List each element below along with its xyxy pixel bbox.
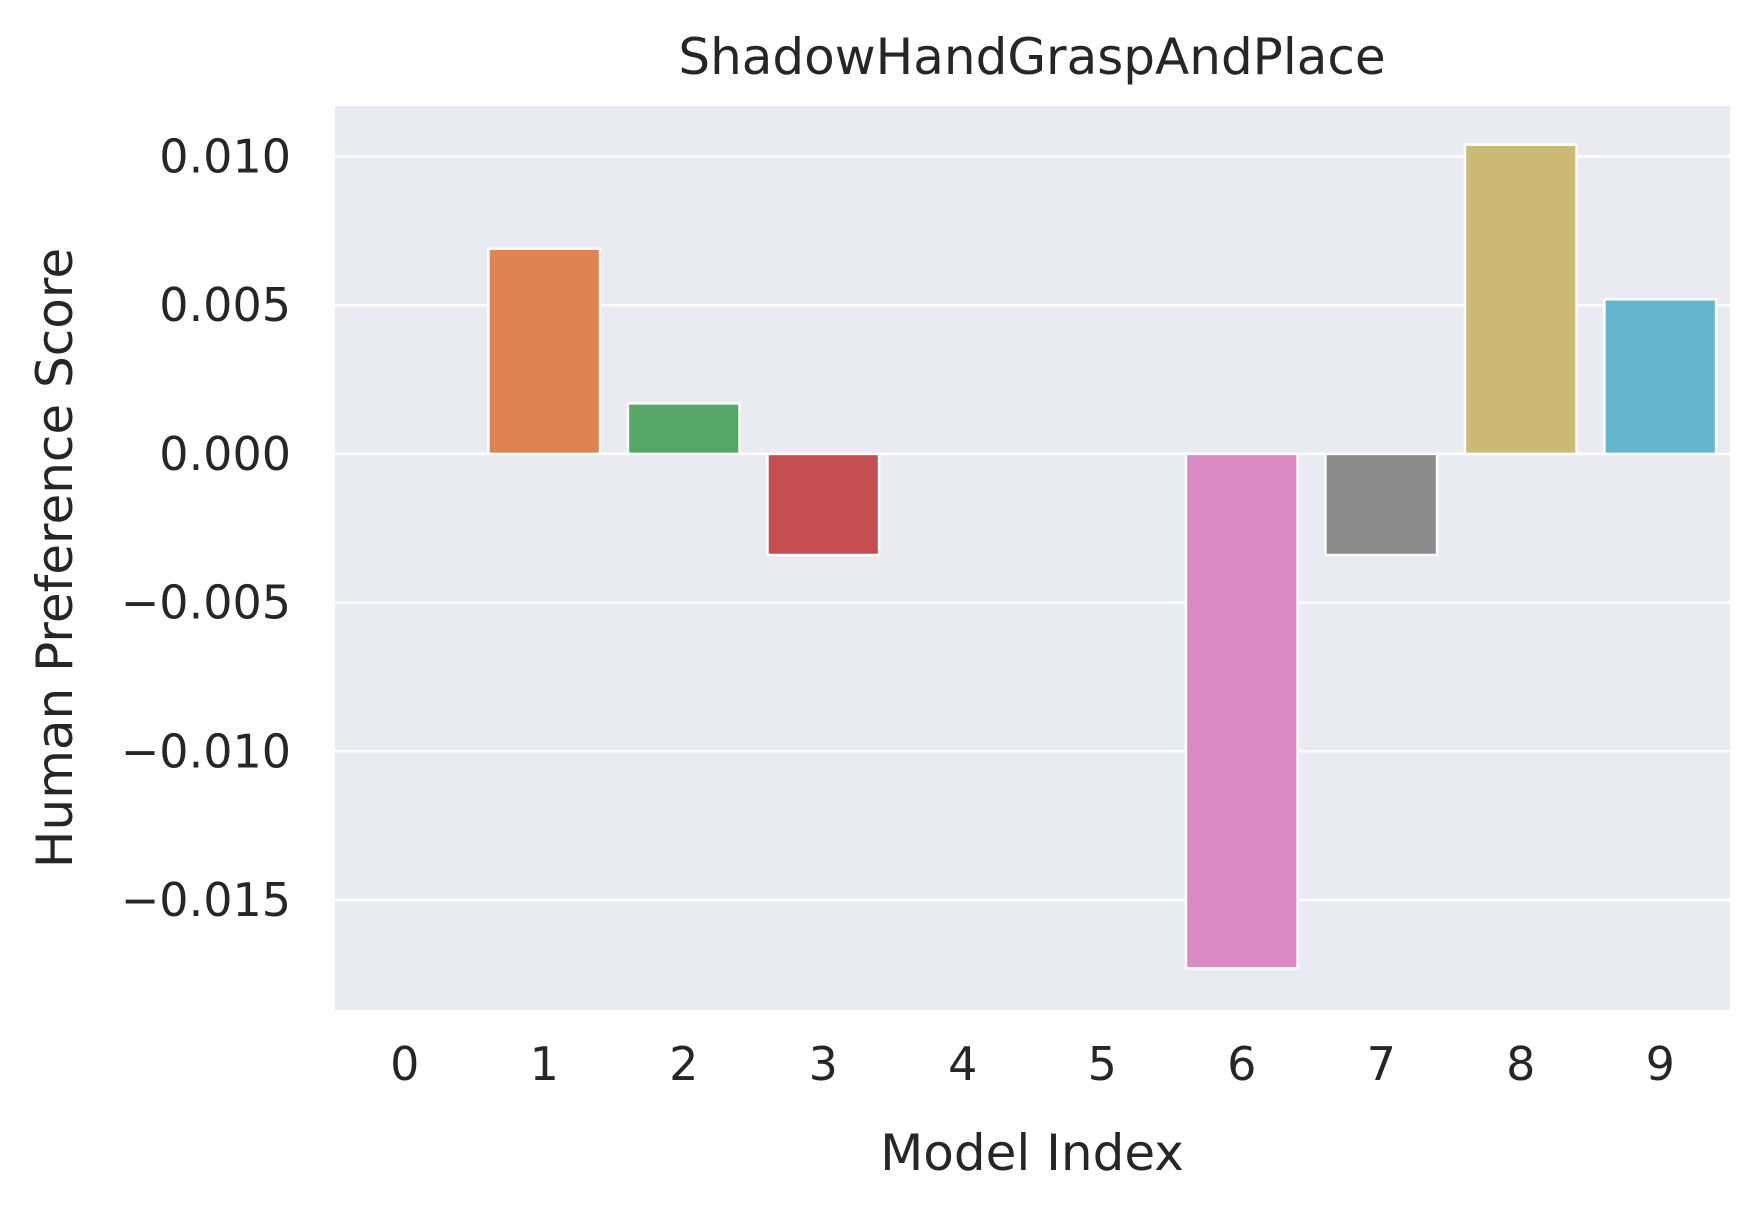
y-tick-label: 0.005 [159, 278, 291, 332]
bar-model-1 [487, 247, 602, 456]
bar-model-3 [766, 452, 881, 557]
y-tick-label: 0.000 [159, 427, 291, 481]
bars [487, 143, 1718, 970]
x-tick-label: 4 [948, 1037, 977, 1091]
bar-model-2 [626, 402, 741, 456]
x-tick-label: 7 [1367, 1037, 1396, 1091]
x-axis-ticks: 0 1 2 3 4 5 6 7 8 9 [390, 1037, 1675, 1091]
x-tick-label: 5 [1088, 1037, 1117, 1091]
x-axis-label: Model Index [880, 1124, 1184, 1182]
bar-model-8 [1463, 143, 1578, 456]
y-tick-label: 0.010 [159, 130, 291, 184]
y-tick-label: −0.015 [121, 873, 291, 927]
x-tick-label: 1 [530, 1037, 559, 1091]
x-tick-label: 8 [1506, 1037, 1535, 1091]
x-tick-label: 9 [1646, 1037, 1675, 1091]
x-tick-label: 3 [809, 1037, 838, 1091]
y-axis-label: Human Preference Score [26, 248, 84, 868]
bar-model-9 [1603, 298, 1718, 456]
chart-title: ShadowHandGraspAndPlace [678, 28, 1385, 86]
y-tick-label: −0.010 [121, 724, 291, 778]
y-axis-ticks: 0.010 0.005 0.000 −0.005 −0.010 −0.015 [121, 130, 291, 927]
x-tick-label: 6 [1227, 1037, 1256, 1091]
bar-model-6 [1184, 452, 1299, 970]
x-tick-label: 0 [390, 1037, 419, 1091]
bar-model-7 [1324, 452, 1439, 557]
y-tick-label: −0.005 [121, 576, 291, 630]
x-tick-label: 2 [669, 1037, 698, 1091]
